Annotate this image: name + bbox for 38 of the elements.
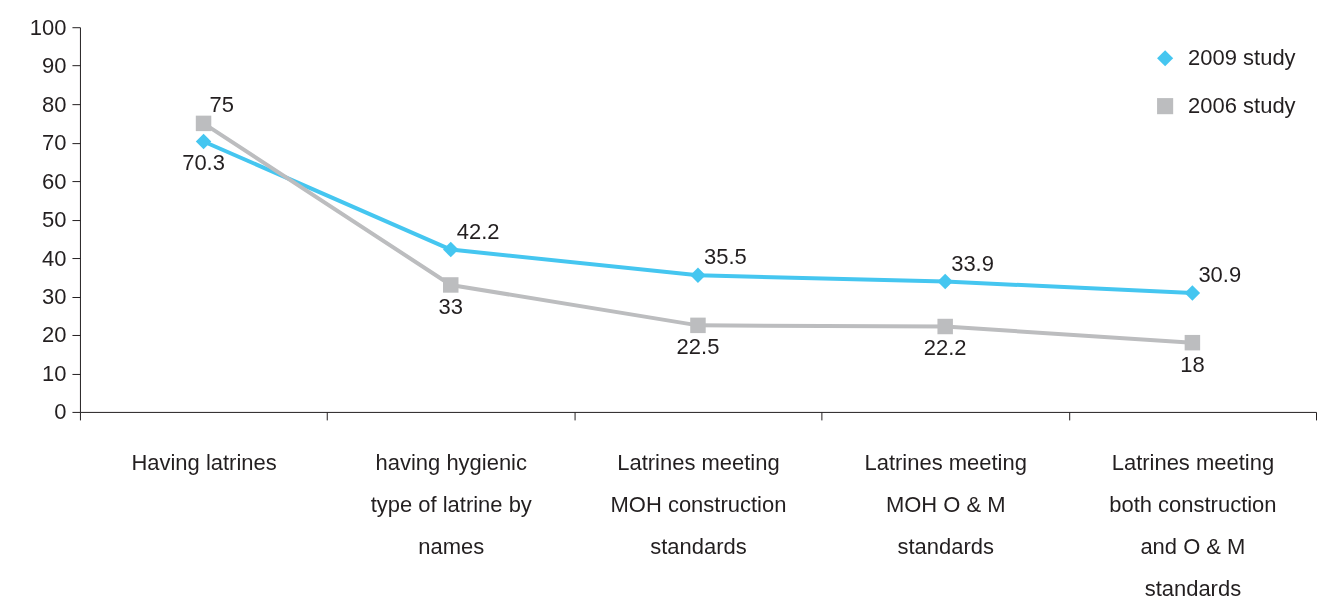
legend-label: 2009 study xyxy=(1188,45,1296,71)
legend-label: 2006 study xyxy=(1188,93,1296,119)
data-label: 30.9 xyxy=(1198,262,1242,288)
point xyxy=(1184,285,1201,301)
data-label: 70.3 xyxy=(182,150,225,176)
data-label: 18 xyxy=(1180,351,1205,377)
point xyxy=(1184,334,1201,351)
x-tick-label: Having latrines xyxy=(131,450,277,476)
x-tick-label: Latrines meeting both construction and O & M standards xyxy=(1109,450,1277,602)
point xyxy=(690,267,706,284)
point xyxy=(195,133,212,150)
data-label: 33.9 xyxy=(951,250,994,276)
y-tick-label: 40 xyxy=(42,245,67,271)
point xyxy=(937,273,953,290)
data-label: 42.2 xyxy=(456,218,500,244)
y-tick-label: 80 xyxy=(42,91,67,117)
data-label: 22.5 xyxy=(676,334,720,360)
x-tick-label: Latrines meeting MOH construction standards xyxy=(610,450,787,560)
y-tick-label: 70 xyxy=(42,130,67,156)
y-tick-label: 100 xyxy=(29,14,67,40)
data-label: 35.5 xyxy=(703,244,747,270)
point xyxy=(443,241,459,258)
y-tick-label: 60 xyxy=(42,168,67,194)
y-tick-label: 50 xyxy=(42,207,67,233)
data-label: 22.2 xyxy=(923,335,967,361)
y-tick-label: 10 xyxy=(42,360,67,386)
point xyxy=(937,318,953,335)
point xyxy=(195,115,212,132)
point xyxy=(690,317,706,334)
x-tick-label: Latrines meeting MOH O & M standards xyxy=(864,450,1027,560)
y-tick-label: 30 xyxy=(42,284,67,309)
data-label: 33 xyxy=(438,293,463,319)
y-tick-label: 20 xyxy=(42,322,67,348)
y-tick-label: 0 xyxy=(54,399,67,425)
y-tick-label: 90 xyxy=(42,53,67,79)
x-tick-label: having hygienic type of latrine by names xyxy=(370,450,532,560)
point xyxy=(443,277,459,293)
data-label: 75 xyxy=(209,92,234,118)
